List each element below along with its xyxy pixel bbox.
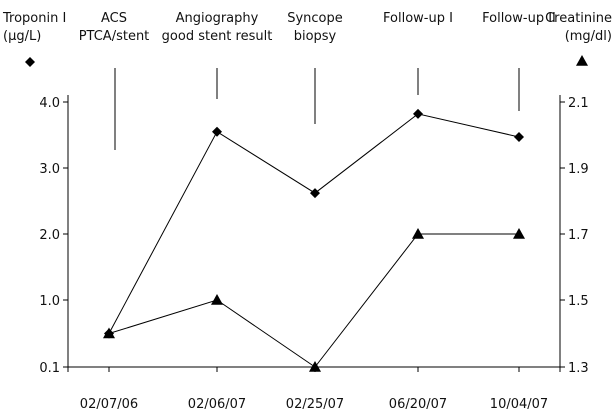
creatinine-point xyxy=(211,294,223,305)
x-tick-label: 10/04/07 xyxy=(490,397,548,412)
troponin-point xyxy=(413,108,423,119)
event-label: Angiography xyxy=(176,11,259,26)
right-tick-label: 1.7 xyxy=(568,228,589,243)
creatinine-point xyxy=(103,327,115,339)
right-axis-title: Creatinine xyxy=(545,11,612,26)
x-tick-label: 02/06/07 xyxy=(188,397,246,412)
right-tick-label: 1.3 xyxy=(568,361,589,376)
troponin-legend-diamond xyxy=(25,57,35,67)
right-axis-title: (mg/dl) xyxy=(565,29,612,44)
creatinine-point xyxy=(513,228,525,239)
event-label: PTCA/stent xyxy=(79,29,150,44)
left-tick-label: 3.0 xyxy=(39,162,60,177)
event-label: ACS xyxy=(101,11,127,26)
troponin-point xyxy=(514,131,524,142)
x-tick-label: 06/20/07 xyxy=(389,397,447,412)
troponin-point xyxy=(212,126,222,137)
troponin-point xyxy=(310,188,320,199)
creatinine-series-line xyxy=(108,233,519,368)
x-tick-label: 02/07/06 xyxy=(80,397,138,412)
event-label: Syncope xyxy=(287,11,343,26)
left-tick-label: 4.0 xyxy=(39,96,60,111)
event-label: good stent result xyxy=(162,29,273,44)
right-tick-label: 1.5 xyxy=(568,294,589,309)
event-label: biopsy xyxy=(294,29,337,44)
creatinine-point xyxy=(309,361,321,372)
troponin-series-line xyxy=(108,113,520,334)
left-tick-label: 2.0 xyxy=(39,228,60,243)
x-tick-label: 02/25/07 xyxy=(286,397,344,412)
right-tick-label: 2.1 xyxy=(568,96,589,111)
left-axis-title: (µg/L) xyxy=(3,29,41,44)
event-label: Follow-up I xyxy=(383,11,453,26)
left-tick-label: 0.1 xyxy=(39,361,60,376)
left-tick-label: 1.0 xyxy=(39,294,60,309)
right-tick-label: 1.9 xyxy=(568,162,589,177)
event-label: Follow-up II xyxy=(482,11,556,26)
creatinine-point xyxy=(412,228,424,239)
left-axis-title: Troponin I xyxy=(2,11,66,26)
creatinine-legend-triangle xyxy=(576,55,588,66)
